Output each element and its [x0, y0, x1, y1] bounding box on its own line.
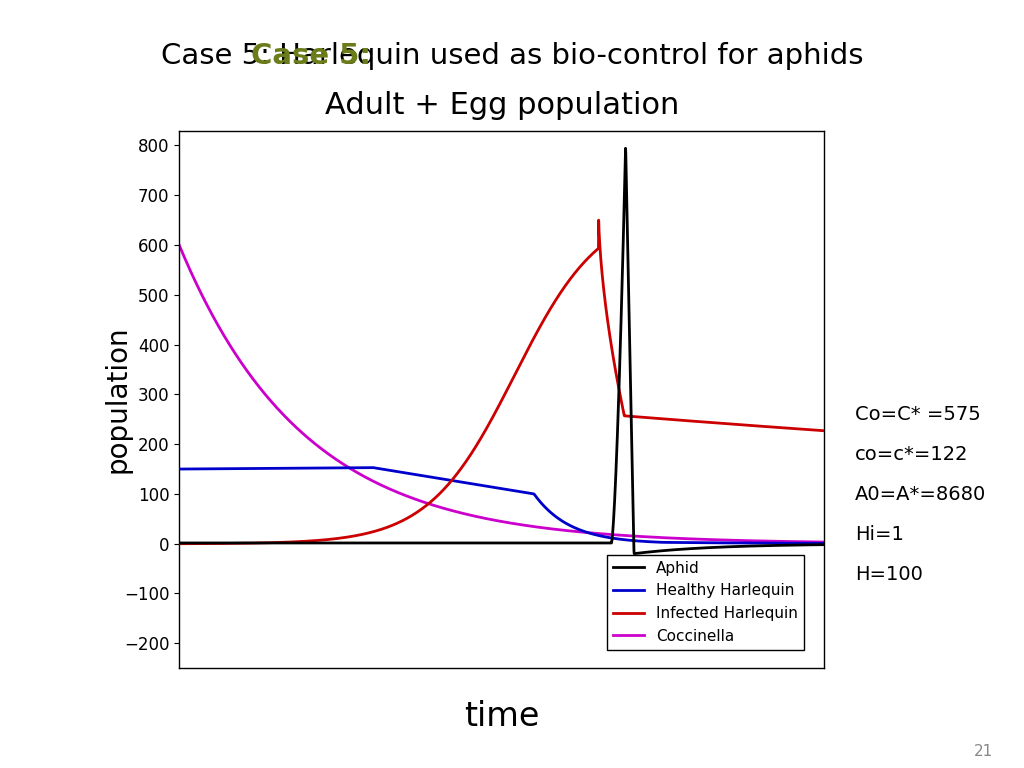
Text: Case 5:: Case 5: — [251, 42, 371, 70]
Y-axis label: population: population — [103, 326, 131, 473]
Text: Hi=1: Hi=1 — [855, 525, 904, 544]
Legend: Aphid, Healthy Harlequin, Infected Harlequin, Coccinella: Aphid, Healthy Harlequin, Infected Harle… — [607, 554, 804, 650]
Text: H=100: H=100 — [855, 565, 923, 584]
Text: co=c*=122: co=c*=122 — [855, 445, 969, 464]
Title: Adult + Egg population: Adult + Egg population — [325, 91, 679, 120]
Text: A0=A*=8680: A0=A*=8680 — [855, 485, 986, 504]
Text: 21: 21 — [974, 744, 993, 760]
Text: Co=C* =575: Co=C* =575 — [855, 406, 981, 424]
Text: Case 5: Harlequin used as bio-control for aphids: Case 5: Harlequin used as bio-control fo… — [161, 42, 863, 70]
Text: time: time — [464, 700, 540, 733]
